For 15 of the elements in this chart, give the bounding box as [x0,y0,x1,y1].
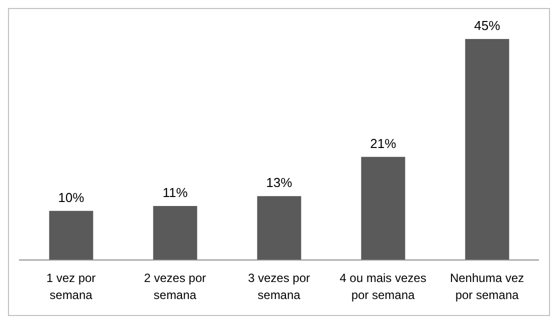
bar [49,210,94,260]
x-tick-label: 2 vezes por semana [144,271,206,302]
x-tick-label: Nenhuma vez por semana [450,271,524,302]
bar [257,196,302,260]
data-label: 21% [370,136,397,151]
bar [361,156,406,260]
x-tick-label: 4 ou mais vezes por semana [340,271,426,302]
data-label: 10% [58,190,85,205]
x-tick-label: 3 vezes por semana [248,271,310,302]
data-label: 13% [266,175,293,190]
bar [153,206,198,260]
data-label: 45% [474,18,501,33]
x-tick-label: 1 vez por semana [46,271,96,302]
data-label: 11% [162,184,188,200]
bar [465,39,510,260]
